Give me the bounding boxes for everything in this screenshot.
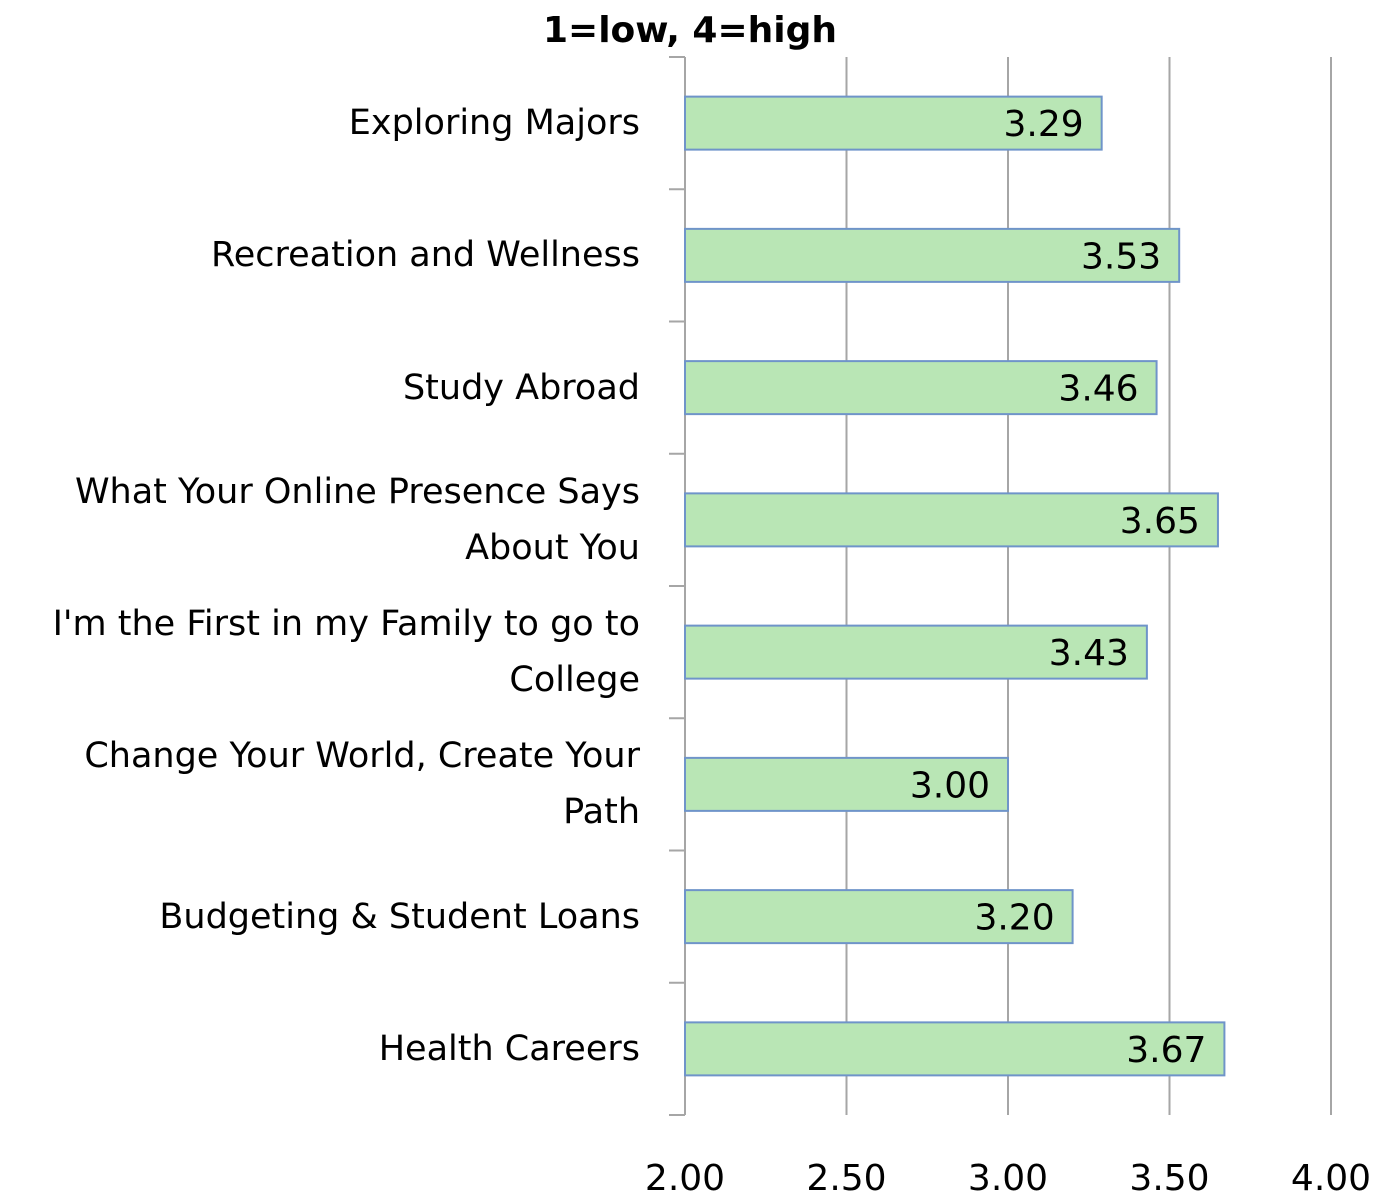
data-label: 3.43 (1049, 633, 1129, 674)
category-text: Recreation and Wellness (211, 235, 640, 276)
x-tick-label: 2.00 (645, 1158, 725, 1196)
y-tick-label: Exploring Majors (0, 63, 640, 183)
y-tick-label: Change Your World, Create Your Path (0, 724, 640, 844)
data-label: 3.00 (910, 765, 990, 806)
y-tick-label: Budgeting & Student Loans (0, 857, 640, 977)
bar (684, 1021, 1226, 1077)
category-text: Budgeting & Student Loans (159, 896, 640, 937)
bar (684, 756, 1009, 812)
category-text: Change Your World, Create Your Path (84, 736, 640, 833)
data-label: 3.46 (1058, 369, 1138, 410)
x-tick-label: 4.00 (1291, 1158, 1371, 1196)
x-tick-label: 2.50 (806, 1158, 886, 1196)
category-text: I'm the First in my Family to go to Coll… (52, 604, 640, 701)
data-label: 3.65 (1120, 501, 1200, 542)
y-tick-label: I'm the First in my Family to go to Coll… (0, 592, 640, 712)
bar (684, 889, 1074, 945)
bar (684, 360, 1158, 416)
category-text: Exploring Majors (348, 103, 640, 144)
category-text: Study Abroad (402, 367, 640, 408)
y-tick-label: Recreation and Wellness (0, 195, 640, 315)
y-tick-label: What Your Online Presence Says About You (0, 460, 640, 580)
bar (684, 95, 1103, 151)
data-label: 3.53 (1081, 236, 1161, 277)
chart-title: 1=low, 4=high (543, 10, 837, 51)
category-text: Health Careers (378, 1028, 640, 1069)
category-text: What Your Online Presence Says About You (74, 471, 640, 568)
x-tick-label: 3.50 (1129, 1158, 1209, 1196)
y-tick-label: Health Careers (0, 989, 640, 1109)
bar (684, 624, 1148, 680)
data-label: 3.20 (974, 898, 1054, 939)
bar (684, 227, 1181, 283)
data-label: 3.67 (1126, 1030, 1206, 1071)
x-tick-label: 3.00 (968, 1158, 1048, 1196)
y-tick-label: Study Abroad (0, 328, 640, 448)
data-label: 3.29 (1004, 104, 1084, 145)
bar (684, 492, 1219, 548)
